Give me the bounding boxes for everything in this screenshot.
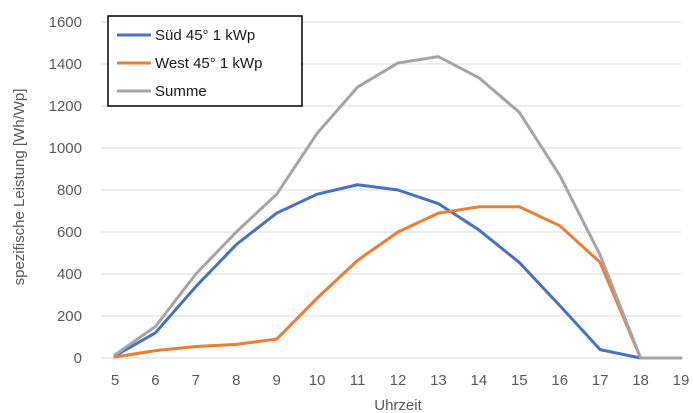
x-tick-label: 18 bbox=[632, 372, 649, 389]
y-tick-label: 1400 bbox=[49, 56, 82, 73]
y-axis-ticks: 0 200 400 600 800 1000 1200 1400 1600 bbox=[49, 14, 82, 367]
x-tick-label: 6 bbox=[151, 372, 159, 389]
y-tick-label: 400 bbox=[57, 266, 82, 283]
series-line-1 bbox=[113, 183, 643, 360]
x-tick-label: 7 bbox=[192, 372, 200, 389]
y-tick-label: 200 bbox=[57, 308, 82, 325]
x-tick-label: 17 bbox=[592, 372, 609, 389]
y-tick-label: 0 bbox=[74, 350, 82, 367]
x-tick-label: 9 bbox=[273, 372, 281, 389]
y-tick-label: 600 bbox=[57, 224, 82, 241]
legend-label: West 45° 1 kWp bbox=[155, 55, 262, 72]
y-tick-label: 1600 bbox=[49, 14, 82, 31]
x-tick-label: 11 bbox=[350, 372, 366, 389]
y-tick-label: 1200 bbox=[49, 98, 82, 115]
series-layer bbox=[113, 55, 683, 360]
x-axis-title: Uhrzeit bbox=[374, 397, 422, 413]
x-tick-label: 16 bbox=[551, 372, 568, 389]
x-tick-label: 14 bbox=[471, 372, 488, 389]
x-tick-label: 19 bbox=[673, 372, 690, 389]
series-line-2 bbox=[113, 205, 643, 360]
series-line-3 bbox=[113, 55, 683, 360]
x-tick-label: 5 bbox=[111, 372, 119, 389]
y-tick-label: 800 bbox=[57, 182, 82, 199]
x-tick-label: 8 bbox=[232, 372, 240, 389]
x-axis-ticks: 5 6 7 8 9 10 11 12 13 14 15 16 17 18 19 bbox=[111, 372, 690, 389]
x-tick-label: 15 bbox=[511, 372, 528, 389]
x-tick-label: 13 bbox=[430, 372, 447, 389]
legend: Süd 45° 1 kWp West 45° 1 kWp Summe bbox=[107, 15, 303, 107]
x-tick-label: 12 bbox=[390, 372, 407, 389]
y-axis-title: spezifische Leistung [Wh/Wp] bbox=[11, 89, 28, 286]
x-tick-label: 10 bbox=[309, 372, 326, 389]
y-tick-label: 1000 bbox=[49, 140, 82, 157]
legend-label: Summe bbox=[155, 83, 207, 100]
legend-label: Süd 45° 1 kWp bbox=[155, 27, 255, 44]
